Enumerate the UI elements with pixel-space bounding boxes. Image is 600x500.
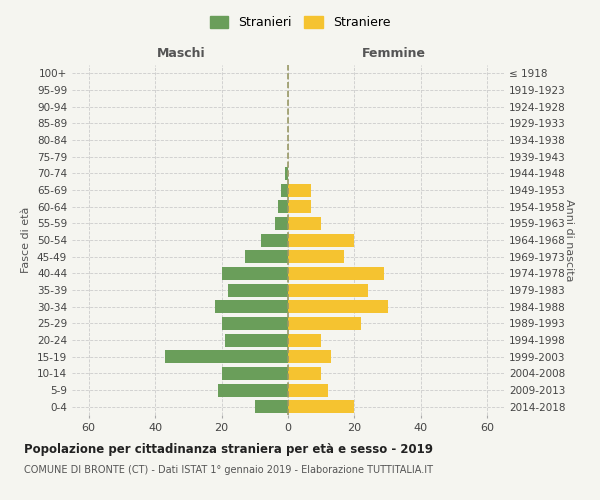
Bar [284, 167, 288, 180]
Bar [225, 334, 288, 346]
Bar [288, 367, 321, 380]
Bar [288, 250, 344, 263]
Bar [245, 250, 288, 263]
Bar [221, 367, 288, 380]
Bar [288, 317, 361, 330]
Bar [288, 400, 355, 413]
Bar [288, 284, 368, 296]
Bar [262, 234, 288, 246]
Bar [228, 284, 288, 296]
Bar [281, 184, 288, 196]
Bar [288, 384, 328, 396]
Bar [278, 200, 288, 213]
Bar [288, 234, 355, 246]
Bar [288, 300, 388, 313]
Text: Maschi: Maschi [157, 47, 206, 60]
Bar [288, 267, 385, 280]
Bar [215, 300, 288, 313]
Bar [221, 317, 288, 330]
Text: Femmine: Femmine [362, 47, 427, 60]
Bar [288, 184, 311, 196]
Bar [218, 384, 288, 396]
Bar [288, 350, 331, 363]
Y-axis label: Anni di nascita: Anni di nascita [564, 198, 574, 281]
Bar [255, 400, 288, 413]
Bar [288, 200, 311, 213]
Legend: Stranieri, Straniere: Stranieri, Straniere [205, 11, 395, 34]
Text: Popolazione per cittadinanza straniera per età e sesso - 2019: Popolazione per cittadinanza straniera p… [24, 442, 433, 456]
Text: COMUNE DI BRONTE (CT) - Dati ISTAT 1° gennaio 2019 - Elaborazione TUTTITALIA.IT: COMUNE DI BRONTE (CT) - Dati ISTAT 1° ge… [24, 465, 433, 475]
Bar [275, 217, 288, 230]
Bar [288, 217, 321, 230]
Bar [288, 334, 321, 346]
Bar [165, 350, 288, 363]
Y-axis label: Fasce di età: Fasce di età [22, 207, 31, 273]
Bar [221, 267, 288, 280]
